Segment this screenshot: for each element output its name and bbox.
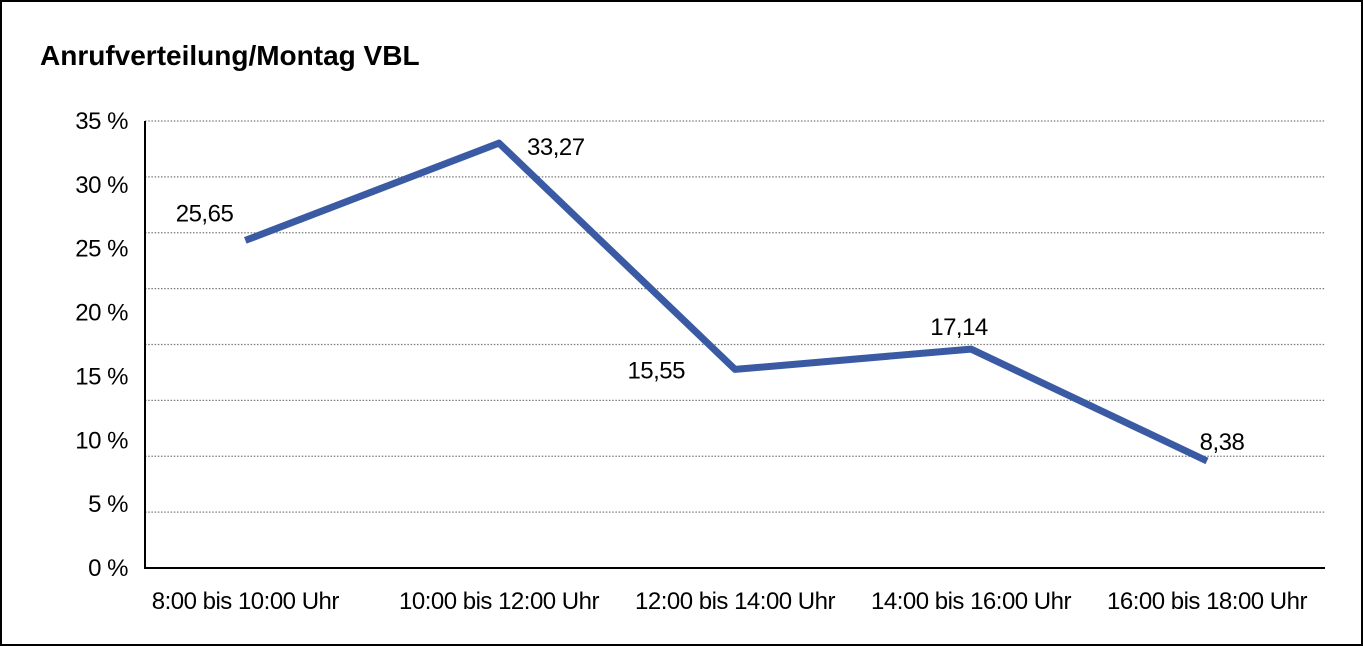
axes xyxy=(144,121,1325,569)
series-line xyxy=(244,139,1209,465)
data-series xyxy=(244,139,1209,465)
y-axis-tick-label: 25 % xyxy=(75,236,128,263)
data-labels: 25,65 33,27 15,55 17,14 8,38 xyxy=(176,134,1245,456)
x-axis-category-label: 10:00 bis 12:00 Uhr xyxy=(399,588,599,615)
y-axis-tick-label: 0 % xyxy=(88,555,128,582)
x-axis-category-label: 8:00 bis 10:00 Uhr xyxy=(152,588,340,615)
y-axis-tick-label: 10 % xyxy=(75,427,128,454)
y-axis-labels: 35 % 30 % 25 % 20 % 15 % 10 % 5 % 0 % xyxy=(75,108,128,582)
x-axis-category-label: 16:00 bis 18:00 Uhr xyxy=(1107,588,1307,615)
x-axis-category-label: 14:00 bis 16:00 Uhr xyxy=(871,588,1071,615)
y-axis-tick-label: 30 % xyxy=(75,172,128,199)
y-axis-tick-label: 5 % xyxy=(88,491,128,518)
data-point-label: 15,55 xyxy=(627,357,685,384)
y-axis-tick-label: 15 % xyxy=(75,363,128,390)
data-point-label: 25,65 xyxy=(176,200,234,227)
y-axis-tick-label: 35 % xyxy=(75,108,128,135)
x-axis-category-label: 12:00 bis 14:00 Uhr xyxy=(635,588,835,615)
chart-title: Anrufverteilung/Montag VBL xyxy=(40,40,420,71)
gridlines xyxy=(145,120,1325,513)
y-axis-tick-label: 20 % xyxy=(75,300,128,327)
data-point-label: 8,38 xyxy=(1200,429,1245,456)
data-point-label: 33,27 xyxy=(527,134,585,161)
x-axis-labels: 8:00 bis 10:00 Uhr 10:00 bis 12:00 Uhr 12:… xyxy=(152,588,1308,615)
data-point-label: 17,14 xyxy=(930,314,988,341)
